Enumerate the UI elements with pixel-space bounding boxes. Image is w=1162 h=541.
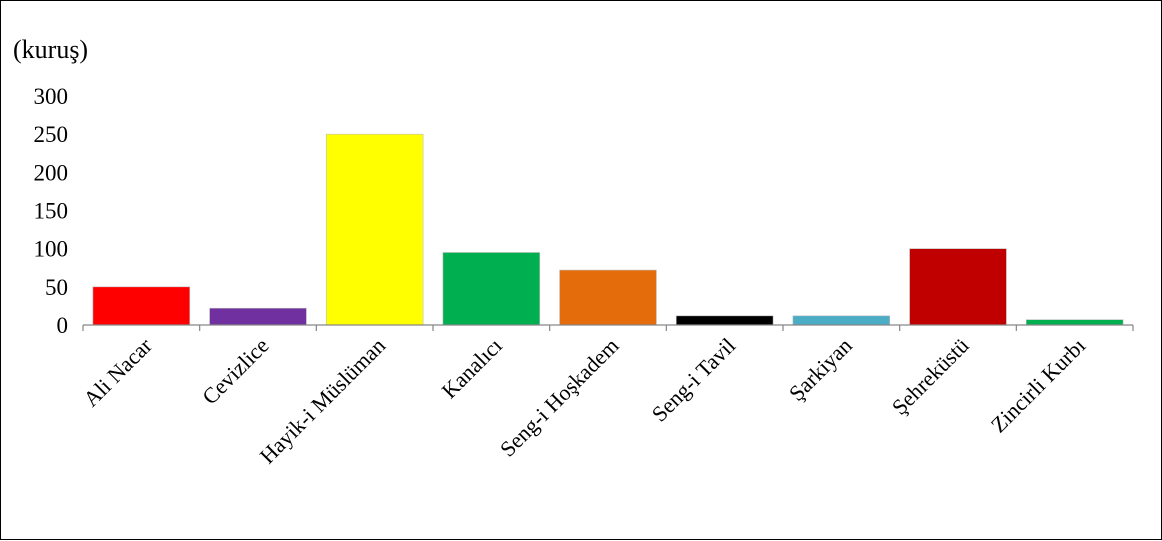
x-axis: [82, 324, 1134, 331]
category-label: Cevizlice: [197, 333, 273, 409]
y-tick-labels: 0 50 100 150 200 250 300: [34, 84, 69, 338]
bar: [92, 286, 191, 326]
y-tick-label: 50: [45, 275, 68, 300]
bar: [559, 269, 657, 326]
category-label: Kanalıcı: [436, 333, 506, 403]
bar: [675, 315, 774, 326]
y-tick-label: 200: [34, 160, 69, 185]
y-tick-label: 250: [34, 122, 69, 147]
category-label: Şehreküstü: [887, 333, 974, 420]
category-label: Seng-i Tavil: [647, 333, 741, 427]
category-label: Şarkiyan: [784, 333, 857, 406]
y-tick-label: 300: [34, 84, 69, 109]
bar: [209, 307, 307, 326]
y-tick-label: 100: [34, 237, 69, 262]
category-label: Seng-i Hoşkadem: [495, 333, 624, 462]
category-label: Ali Nacar: [78, 332, 157, 411]
category-label: Hayik-i Müslüman: [255, 333, 391, 469]
y-tick-label: 150: [34, 199, 69, 224]
y-tick-label: 0: [57, 313, 69, 338]
bar: [909, 248, 1007, 326]
bar: [792, 315, 891, 326]
bar: [442, 252, 541, 326]
bars: [92, 133, 1124, 326]
category-label: Zincirli Kurbı: [986, 333, 1091, 438]
y-axis-unit-label: (kuruş): [13, 35, 88, 64]
bar: [1025, 319, 1124, 326]
bar: [325, 133, 424, 326]
